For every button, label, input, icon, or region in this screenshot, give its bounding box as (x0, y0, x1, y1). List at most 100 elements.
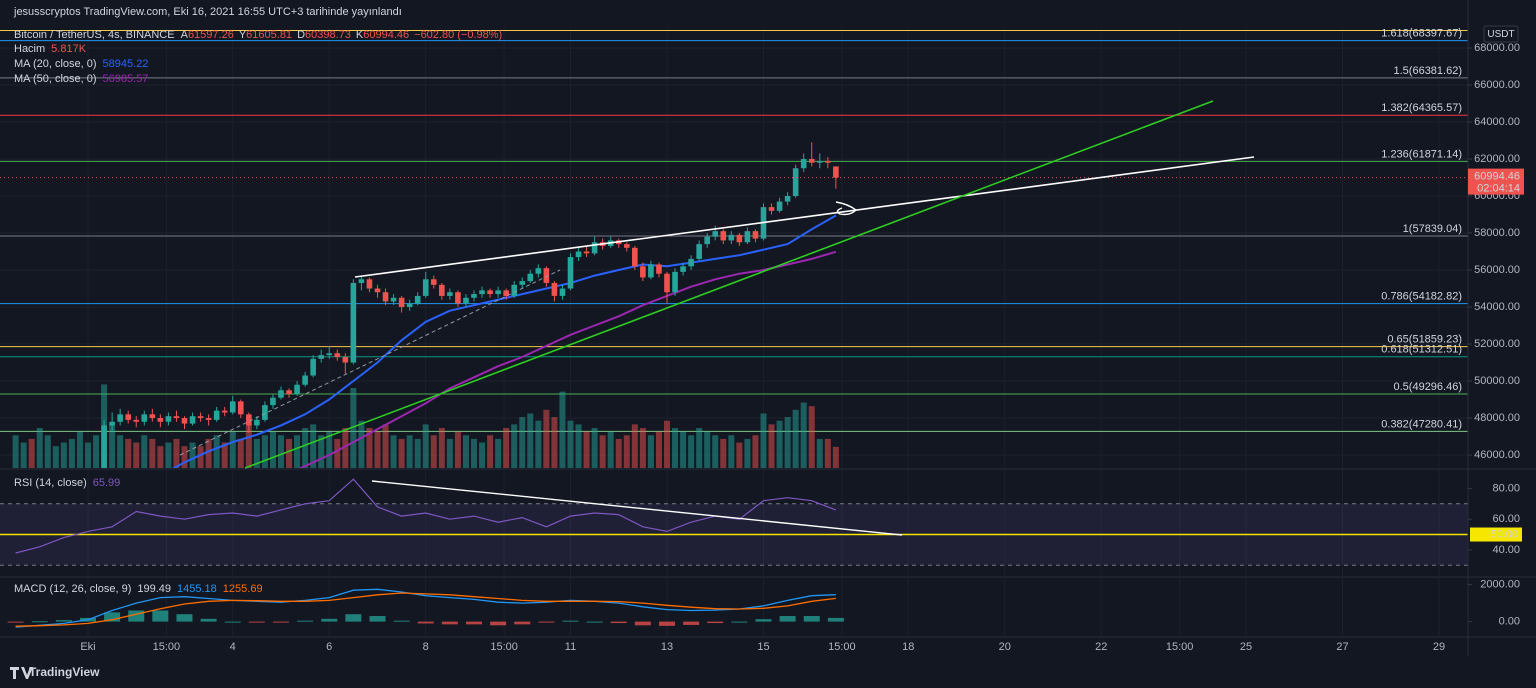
volume-bar (688, 435, 695, 468)
volume-bar (205, 438, 212, 468)
volume-bar (511, 424, 518, 468)
y-tick-label: 58000.00 (1474, 227, 1520, 239)
volume-bar (543, 409, 550, 468)
candle-body (133, 419, 140, 422)
volume-bar (720, 438, 727, 468)
macd-histogram (345, 614, 362, 622)
candle-body (833, 166, 839, 178)
volume-bar (52, 446, 59, 468)
volume-bar (382, 424, 389, 468)
candle-body (286, 390, 292, 394)
y-tick-label: 66000.00 (1474, 79, 1520, 91)
volume-bar (189, 442, 196, 468)
macd-histogram (200, 618, 217, 622)
volume-bar (350, 388, 357, 468)
volume-bar (422, 424, 429, 468)
candle-body (278, 390, 284, 398)
candle-body (784, 196, 791, 202)
fib-label: 0.786(54182.82) (1381, 291, 1462, 303)
y-tick-label: 64000.00 (1474, 116, 1520, 128)
volume-bar (141, 435, 148, 468)
x-tick-label: 22 (1095, 641, 1107, 653)
y-tick-label: 50000.00 (1474, 375, 1520, 387)
volume-bar (237, 438, 244, 468)
x-tick-label: 25 (1240, 641, 1252, 653)
volume-bar (197, 446, 204, 468)
symbol-legend: Bitcoin / TetherUS, 4s, BINANCE A61597.26… (14, 29, 502, 41)
x-tick-label: 11 (565, 641, 576, 653)
candle-body (680, 266, 686, 272)
volume-bar (76, 431, 83, 468)
volume-bar (68, 438, 75, 468)
volume-bar (12, 435, 19, 468)
macd-histogram (658, 621, 675, 626)
x-tick-label: 15:00 (828, 641, 856, 653)
candle-body (302, 375, 308, 385)
volume-bar (261, 435, 268, 468)
volume-bar (286, 438, 293, 468)
volume-bar (20, 442, 27, 468)
volume-bar (366, 428, 373, 468)
candle-body (511, 284, 518, 296)
volume-bar (631, 424, 638, 468)
legend-name: MA (50, close, 0) (14, 73, 97, 85)
volume-bar (125, 438, 132, 468)
volume-bar (551, 417, 558, 468)
candle-body (776, 201, 783, 211)
candle-body (430, 279, 437, 285)
y-tick-label: 50.00 (1490, 528, 1518, 540)
volume-bar (44, 435, 51, 468)
x-tick-label: 15:00 (153, 641, 181, 653)
candle-body (704, 236, 711, 245)
candle-body (535, 268, 542, 274)
volume-bar (414, 438, 421, 468)
macd-histogram (562, 620, 579, 622)
candle-body (720, 231, 727, 241)
volume-bar (269, 431, 276, 468)
series-line (172, 214, 837, 468)
candle-body (101, 425, 107, 468)
candle-body (326, 353, 333, 356)
ma20-legend: MA (20, close, 0) 58945.22 (14, 58, 148, 70)
volume-bar (221, 442, 228, 468)
candle-body (696, 244, 702, 259)
legend-value: 1255.69 (223, 583, 263, 595)
candle-body (237, 401, 244, 415)
macd-histogram (393, 620, 410, 622)
rsi-pane (0, 478, 1468, 566)
candle-body (439, 284, 445, 296)
volume-bar (438, 428, 445, 468)
candle-body (736, 234, 743, 243)
candle-body (350, 282, 357, 363)
y-tick-label: 60.00 (1492, 513, 1520, 525)
volume-bar (503, 428, 510, 468)
macd-histogram (634, 621, 651, 626)
y-tick-label: 62000.00 (1474, 153, 1520, 165)
x-tick-label: 4 (230, 641, 236, 653)
volume-bar (696, 428, 703, 468)
volume-bar (36, 428, 43, 468)
legend-value: 5.817K (51, 43, 87, 55)
volume-bar (599, 435, 606, 468)
volume-bar (318, 435, 325, 468)
volume-bar (390, 435, 397, 468)
volume-bar (310, 424, 317, 468)
macd-pane (7, 588, 844, 628)
candle-body (752, 231, 759, 239)
ohlc-value: 60398.73 (305, 29, 351, 41)
volume-bar (84, 442, 91, 468)
candle-body (768, 207, 775, 211)
volume-bar (454, 431, 461, 468)
legend-value: 1455.18 (177, 583, 217, 595)
candle-body (559, 288, 566, 296)
footer (0, 656, 1536, 688)
candle-body (808, 159, 815, 163)
volume-bar (832, 446, 839, 468)
candle-body (382, 292, 389, 302)
legend-name: MA (20, close, 0) (14, 58, 97, 70)
volume-bar (149, 438, 156, 468)
candle-body (447, 292, 453, 296)
macd-histogram (321, 618, 338, 622)
volume-bar (567, 420, 574, 468)
brand: TradingView (29, 665, 100, 679)
